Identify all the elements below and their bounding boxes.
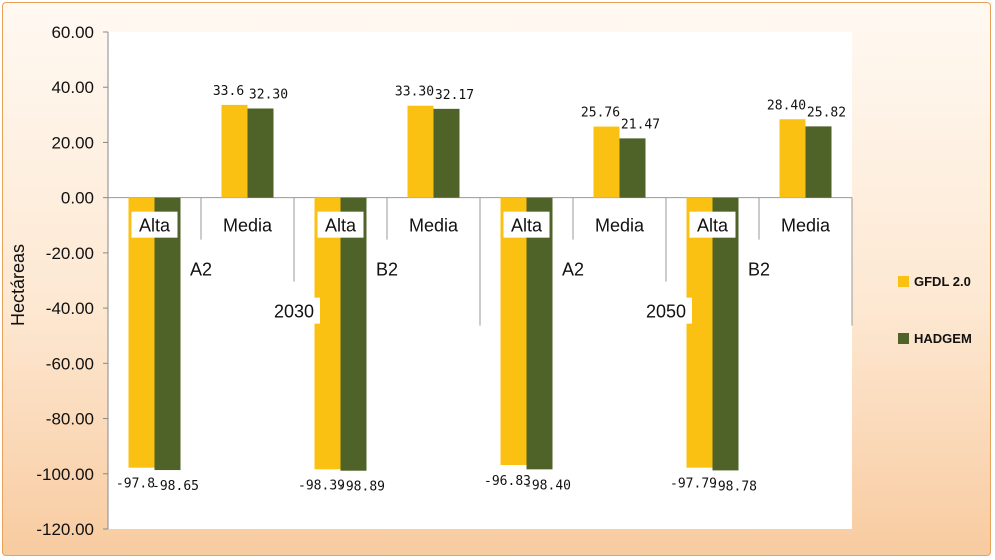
y-tick-label: -120.00 <box>36 520 94 539</box>
bar-hadgem <box>712 197 739 471</box>
bar-hadgem <box>433 108 460 198</box>
y-tick-label: -60.00 <box>46 354 94 373</box>
data-label: 21.47 <box>621 117 660 132</box>
year-label: 2030 <box>274 302 314 322</box>
bar-gfdl-2-0 <box>314 197 341 470</box>
scenario-label: B2 <box>376 260 398 280</box>
y-tick-label: 60.00 <box>51 23 94 42</box>
bar-gfdl-2-0 <box>407 105 434 198</box>
data-label: -98.89 <box>338 480 385 495</box>
bar-hadgem <box>154 197 181 471</box>
data-label: -97.79 <box>670 477 717 492</box>
bar-gfdl-2-0 <box>686 197 713 468</box>
bar-gfdl-2-0 <box>593 126 620 198</box>
data-label: 28.40 <box>767 98 806 113</box>
legend-swatch <box>898 276 909 287</box>
data-label: 32.17 <box>435 88 474 103</box>
scenario-label: A2 <box>562 260 584 280</box>
data-label: 33.6 <box>213 84 244 99</box>
data-label: -97.8 <box>116 477 155 492</box>
data-label: -98.78 <box>710 479 757 494</box>
category-label-bg <box>405 211 462 238</box>
category-label-bg <box>689 211 736 238</box>
y-tick-label: 40.00 <box>51 78 94 97</box>
year-label: 2050 <box>646 302 686 322</box>
data-label: 25.76 <box>581 106 620 121</box>
y-tick-label: 20.00 <box>51 133 94 152</box>
y-tick-label: 0.00 <box>61 189 94 208</box>
y-tick-label: -20.00 <box>46 244 94 263</box>
bar-gfdl-2-0 <box>128 197 155 468</box>
y-tick-label: -80.00 <box>46 410 94 429</box>
data-label: -96.83 <box>484 474 531 489</box>
category-label-bg <box>131 211 178 238</box>
legend-label: GFDL 2.0 <box>914 274 971 289</box>
category-label: Alta <box>697 216 729 236</box>
y-tick-label: -40.00 <box>46 299 94 318</box>
bar-hadgem <box>805 126 832 198</box>
year-label-bg <box>268 297 320 324</box>
y-axis-label: Hectáreas <box>8 244 28 326</box>
category-label-bg <box>591 211 648 238</box>
category-label-bg <box>219 211 276 238</box>
data-label: 32.30 <box>249 87 288 102</box>
legend-label: HADGEM <box>914 331 972 346</box>
bar-hadgem <box>619 138 646 198</box>
category-label: Media <box>223 216 273 236</box>
bar-gfdl-2-0 <box>221 104 248 198</box>
category-label: Media <box>595 216 645 236</box>
category-label-bg <box>317 211 364 238</box>
category-label: Alta <box>139 216 171 236</box>
data-label: 25.82 <box>807 105 846 120</box>
category-label-bg <box>503 211 550 238</box>
bar-hadgem <box>526 197 553 470</box>
bar-gfdl-2-0 <box>779 119 806 198</box>
bar-gfdl-2-0 <box>500 197 527 466</box>
data-label: -98.65 <box>152 479 199 494</box>
category-label: Alta <box>511 216 543 236</box>
bar-hadgem <box>247 108 274 198</box>
category-label: Media <box>781 216 831 236</box>
data-label: 33.30 <box>395 85 434 100</box>
data-label: -98.39 <box>298 478 345 493</box>
year-label-bg <box>640 297 692 324</box>
data-label: -98.40 <box>524 478 571 493</box>
category-label-bg <box>777 211 834 238</box>
legend-swatch <box>898 333 909 344</box>
bar-hadgem <box>340 197 367 471</box>
category-label: Media <box>409 216 459 236</box>
category-label: Alta <box>325 216 357 236</box>
y-tick-label: -100.00 <box>36 465 94 484</box>
scenario-label: B2 <box>748 260 770 280</box>
scenario-label: A2 <box>190 260 212 280</box>
